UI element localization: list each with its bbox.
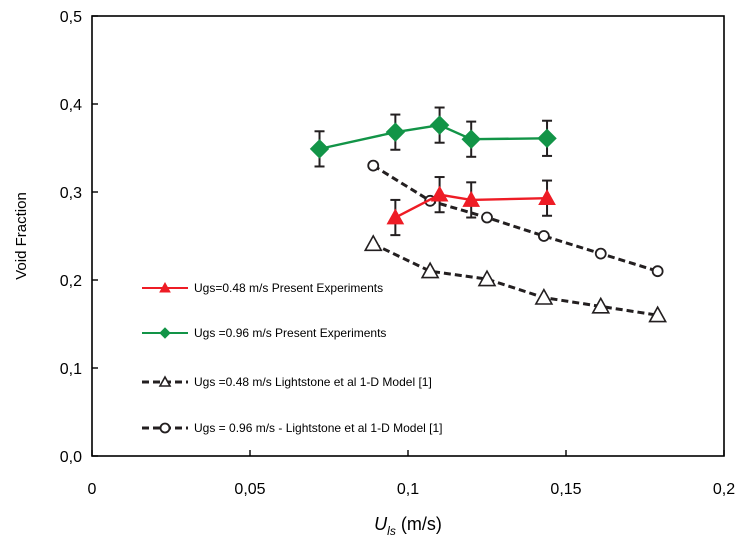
legend-label: Ugs=0.48 m/s Present Experiments	[194, 281, 383, 295]
data-point-circle	[161, 424, 170, 433]
legend-label: Ugs =0.96 m/s Present Experiments	[194, 326, 386, 340]
y-tick-label: 0,0	[60, 449, 82, 466]
data-point-circle	[539, 231, 549, 241]
x-axis-label-unit: (m/s)	[396, 514, 442, 534]
x-axis-label: Uls (m/s)	[374, 514, 442, 538]
x-tick-label: 0	[88, 481, 97, 498]
data-point-circle	[368, 161, 378, 171]
x-tick-label: 0,15	[550, 481, 581, 498]
x-axis-label-main: U	[374, 514, 388, 534]
legend-label: Ugs = 0.96 m/s - Lightstone et al 1-D Mo…	[194, 421, 442, 435]
y-tick-label: 0,3	[60, 185, 82, 202]
y-tick-label: 0,1	[60, 361, 82, 378]
x-axis: 0 0,05 0,1 0,15 0,2	[88, 450, 736, 498]
y-tick-label: 0,4	[60, 97, 82, 114]
data-point-circle	[482, 213, 492, 223]
x-tick-label: 0,1	[397, 481, 419, 498]
plot-area	[92, 16, 724, 456]
legend-label: Ugs =0.48 m/s Lightstone et al 1-D Model…	[194, 375, 432, 389]
data-point-circle	[653, 266, 663, 276]
y-tick-label: 0,5	[60, 9, 82, 26]
x-tick-label: 0,2	[713, 481, 735, 498]
data-point-circle	[596, 249, 606, 259]
y-tick-label: 0,2	[60, 273, 82, 290]
x-tick-label: 0,05	[234, 481, 265, 498]
y-axis-label: Void Fraction	[13, 192, 30, 280]
x-axis-label-sub: ls	[387, 524, 396, 538]
